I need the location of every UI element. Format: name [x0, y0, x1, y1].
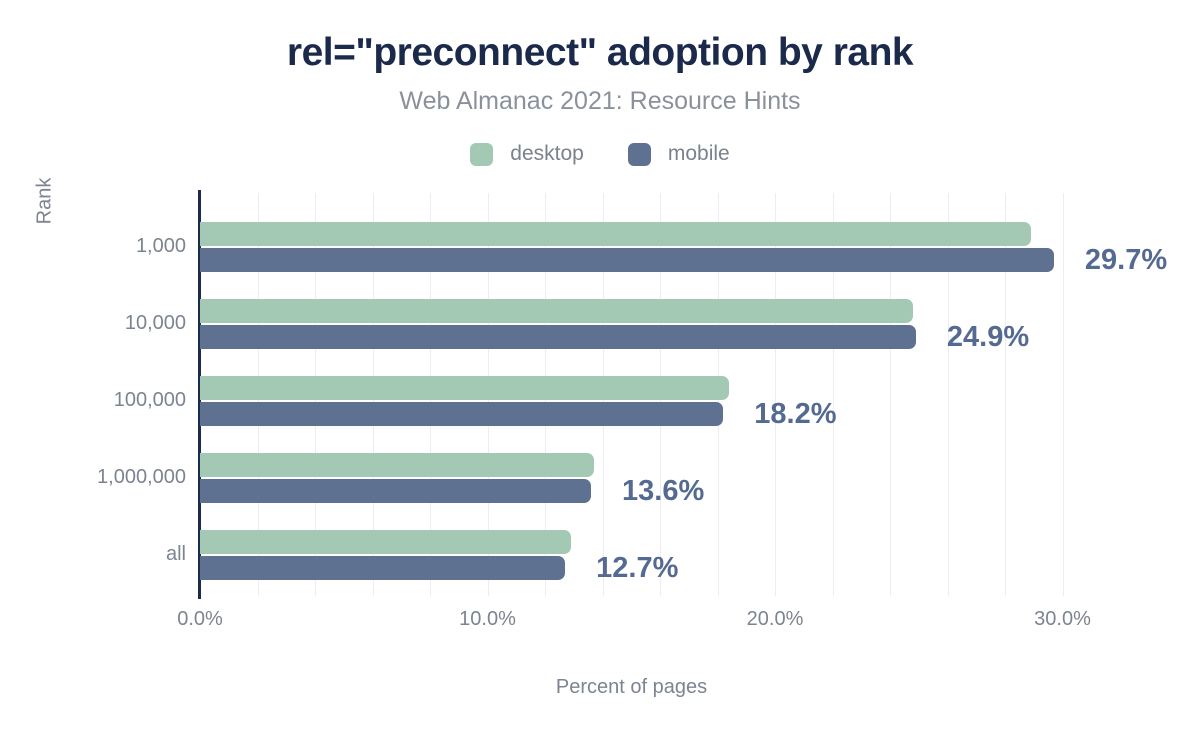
value-label: 29.7%: [1084, 244, 1168, 276]
gridline: [775, 193, 776, 596]
x-axis-title: Percent of pages: [555, 676, 708, 698]
desktop-bar: [200, 221, 1031, 246]
desktop-bar: [200, 452, 594, 477]
gridline: [832, 193, 834, 596]
category-label: 10,000: [124, 312, 186, 334]
mobile-bar: [200, 324, 916, 349]
chart-title: rel="preconnect" adoption by rank: [286, 31, 914, 74]
mobile-legend-swatch-icon: [627, 142, 651, 166]
x-tick-label: 20.0%: [746, 608, 804, 630]
category-label: 1,000,000: [97, 466, 186, 488]
mobile-bar: [200, 555, 566, 580]
legend-label: desktop: [510, 142, 584, 165]
value-label: 18.2%: [754, 398, 837, 430]
desktop-legend-swatch-icon: [470, 142, 494, 166]
mobile-bar: [200, 401, 724, 426]
category-label: 1,000: [135, 235, 186, 257]
plot-area: 1,000 29.7% 10,000 24.9% 100,000 18.2% 1,000,0…: [0, 190, 1200, 630]
category-label: 100,000: [113, 389, 186, 411]
gridline: [890, 193, 891, 596]
gridline: [1005, 193, 1006, 596]
mobile-bar: [200, 247, 1054, 272]
y-axis-title: Rank: [33, 177, 56, 225]
mobile-bar: [200, 478, 591, 503]
bar-group: 1,000 29.7%: [0, 208, 1200, 285]
legend-label: mobile: [667, 142, 730, 165]
bar-group: 10,000 24.9%: [0, 285, 1200, 362]
desktop-bar: [200, 298, 913, 323]
bar-group: all 12.7%: [0, 516, 1200, 593]
bar-group: 100,000 18.2%: [0, 362, 1200, 439]
value-label: 13.6%: [622, 475, 705, 507]
x-tick-label: 30.0%: [1034, 608, 1091, 630]
gridline: [947, 193, 949, 596]
legend: desktop mobile: [0, 142, 1200, 166]
legend-item-desktop[interactable]: desktop: [470, 142, 584, 166]
y-axis-line: [198, 190, 201, 599]
value-label: 12.7%: [596, 552, 679, 584]
category-label: all: [165, 543, 186, 565]
x-tick-label: 0.0%: [177, 608, 223, 630]
desktop-bar: [200, 529, 571, 554]
legend-item-mobile[interactable]: mobile: [627, 142, 730, 166]
value-label: 24.9%: [946, 321, 1030, 353]
bar-group: 1,000,000 13.6%: [0, 439, 1200, 516]
chart-subtitle: Web Almanac 2021: Resource Hints: [399, 87, 801, 115]
desktop-bar: [200, 375, 729, 400]
x-tick-label: 10.0%: [459, 608, 516, 630]
gridline: [1062, 193, 1064, 596]
